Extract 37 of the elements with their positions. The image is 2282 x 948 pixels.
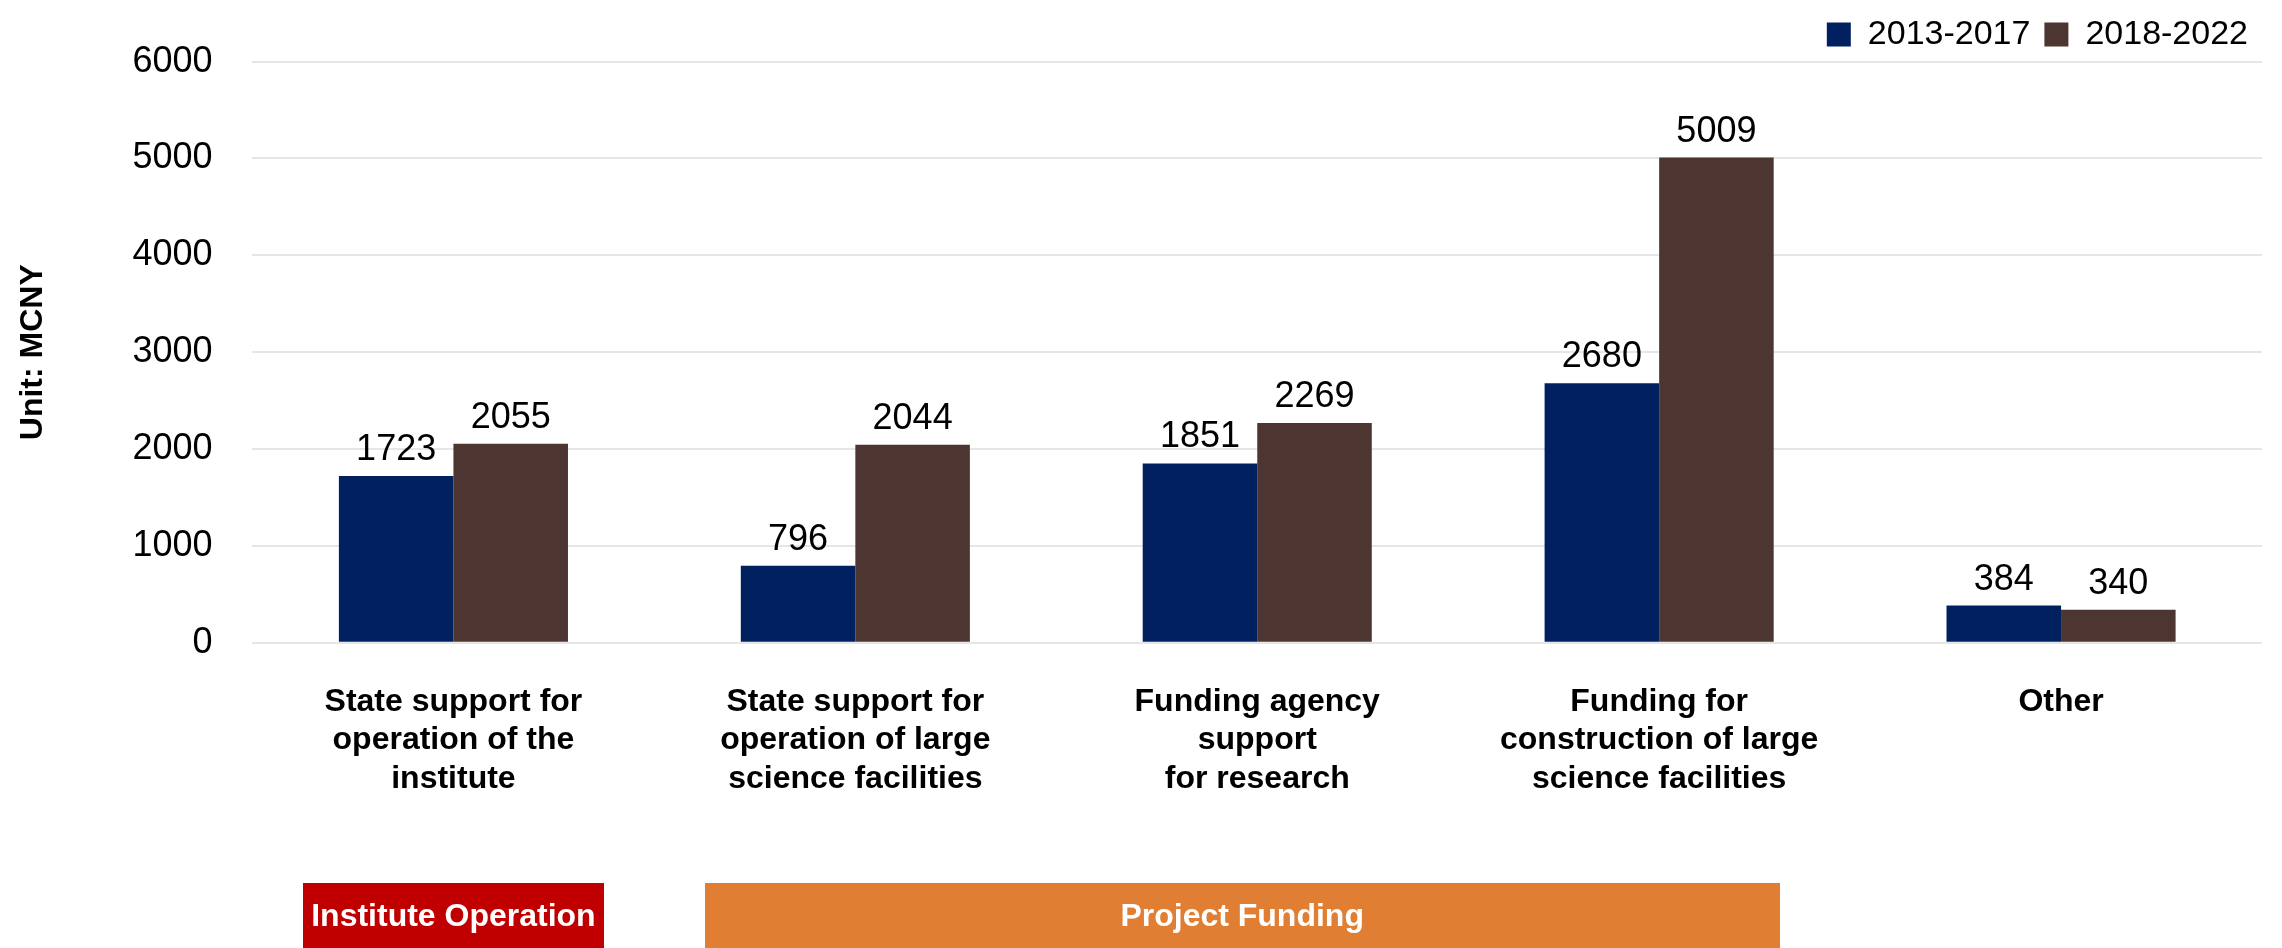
legend-label: 2018-2022 — [2085, 12, 2249, 51]
bar — [1946, 605, 2062, 642]
bar — [2061, 609, 2176, 642]
bar — [740, 565, 856, 642]
text: Project Funding — [704, 883, 1780, 948]
y-axis-title: Unit: MCNY — [13, 264, 50, 441]
bar — [1142, 463, 1258, 642]
y-tick-label: 1000 — [132, 522, 213, 564]
y-tick-label: 6000 — [132, 38, 213, 80]
bar — [453, 443, 568, 642]
data-label: 1723 — [356, 426, 437, 468]
x-tick-label: Funding agency support for research — [1134, 681, 1381, 795]
x-tick-label: State support for operation of large science facilities — [720, 681, 991, 795]
bar — [1659, 157, 1774, 642]
bar — [855, 444, 970, 642]
data-label: 5009 — [1676, 108, 1757, 150]
data-label: 2269 — [1274, 373, 1355, 415]
bar — [338, 475, 454, 642]
bar — [1257, 423, 1372, 642]
data-label: 796 — [768, 516, 829, 558]
data-label: 2055 — [470, 394, 551, 436]
data-label: 2680 — [1561, 334, 1642, 376]
y-tick-label: 5000 — [132, 135, 213, 177]
data-label: 2044 — [872, 395, 953, 437]
data-label: 1851 — [1159, 414, 1241, 456]
y-tick-label: 3000 — [132, 329, 213, 371]
x-tick-label: State support for operation of the institute — [324, 681, 583, 795]
x-tick-label: Other — [2018, 681, 2104, 718]
data-label: 384 — [1973, 556, 2034, 598]
y-tick-label: 2000 — [132, 425, 213, 467]
x-tick-label: Funding for construction of large science facilities — [1500, 681, 1819, 795]
legend-label: 2013-2017 — [1867, 12, 2031, 51]
text: Institute Operation — [302, 883, 605, 948]
bar — [1544, 383, 1660, 642]
data-label: 340 — [2088, 560, 2149, 602]
y-tick-label: 4000 — [132, 232, 213, 274]
y-tick-label: 0 — [192, 619, 213, 661]
